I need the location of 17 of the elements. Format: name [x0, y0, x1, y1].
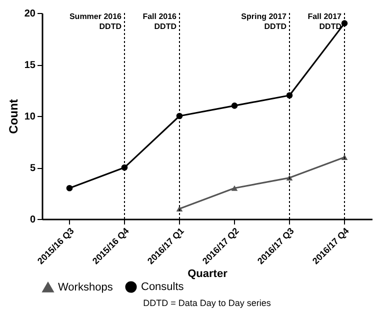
- text: DDTD = Data Day to Day series: [143, 298, 272, 308]
- y-tick-label: 15: [24, 60, 36, 71]
- ref-line-label: Fall 2017 DDTD: [308, 12, 342, 31]
- y-tick-label: 20: [24, 8, 36, 20]
- ref-line-label: Summer 2016 DDTD: [69, 12, 122, 31]
- y-tick-label: 5: [30, 163, 36, 174]
- x-axis-title: Quarter: [188, 268, 228, 280]
- point: [231, 102, 238, 109]
- point: [66, 184, 73, 192]
- y-tick-label: 0: [30, 214, 36, 226]
- ref-line-label: Fall 2016 DDTD: [142, 12, 178, 31]
- legend-label: Workshops: [58, 281, 114, 294]
- y-tick-label: 10: [24, 112, 36, 122]
- point: [231, 185, 238, 191]
- legend-label: Consults: [141, 281, 184, 293]
- ref-line-label: Spring 2017 DDTD: [241, 12, 288, 31]
- y-axis-title: Count: [6, 99, 20, 134]
